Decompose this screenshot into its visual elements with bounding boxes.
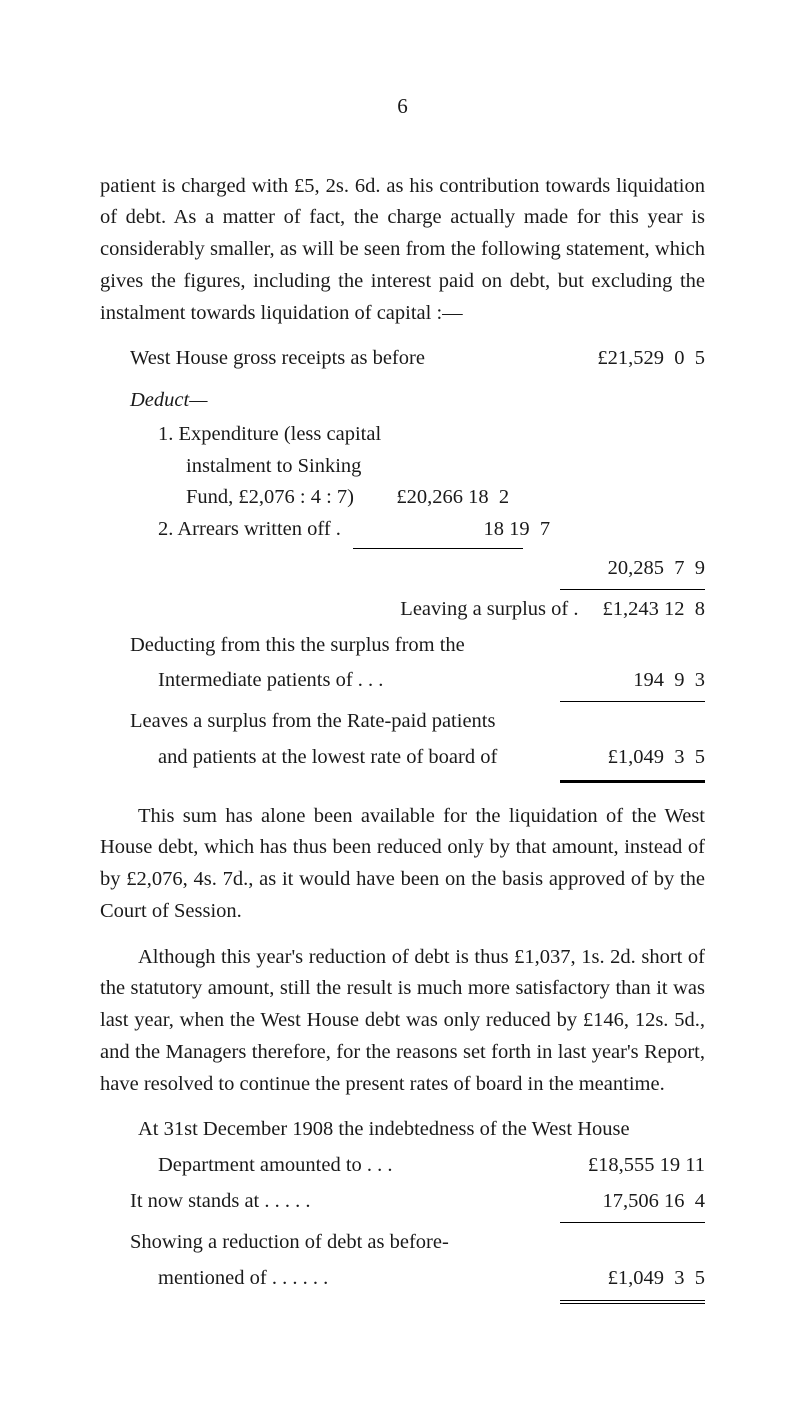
- rule-final-thick: [560, 780, 705, 783]
- deduct-item-1-line-c-label: Fund, £2,076 : 4 : 7): [186, 486, 354, 508]
- rule-after-stands: [560, 1222, 705, 1223]
- paragraph-3: Although this year's reduction of debt i…: [100, 942, 705, 1101]
- deduct-heading: Deduct—: [100, 385, 705, 417]
- deduct-item-2-label: 2. Arrears written off .: [158, 518, 341, 540]
- deduct-item-1-line-a: 1. Expenditure (less capital: [128, 419, 705, 451]
- deduct-intermediate-line-b: Intermediate patients of . . .: [100, 665, 633, 697]
- department-amount: £18,555 19 11: [588, 1150, 705, 1182]
- deduct-item-1-amount: £20,266 18 2: [359, 482, 509, 514]
- leaves-amount: £1,049 3 5: [608, 742, 705, 774]
- deduct-intermediate-amount: 194 9 3: [633, 665, 705, 697]
- rule-final-double: [560, 1300, 705, 1304]
- stands-amount: 17,506 16 4: [603, 1186, 706, 1218]
- surplus-amount: £1,243 12 8: [603, 594, 706, 626]
- deduct-item-2-amount: 18 19 7: [346, 514, 550, 546]
- surplus-label: Leaving a surplus of .: [100, 594, 603, 626]
- paragraph-4-lead: At 31st December 1908 the indebtedness o…: [100, 1114, 705, 1146]
- stands-label: It now stands at . . . . .: [100, 1186, 603, 1218]
- showing-amount: £1,049 3 5: [608, 1263, 705, 1295]
- gross-receipts-amount: £21,529 0 5: [597, 343, 705, 375]
- showing-line-b: mentioned of . . . . . .: [100, 1263, 608, 1295]
- paragraph-1: patient is charged with £5, 2s. 6d. as h…: [100, 171, 705, 330]
- department-label: Department amounted to . . .: [100, 1150, 588, 1182]
- rule-after-intermediate: [560, 701, 705, 702]
- paragraph-2: This sum has alone been available for th…: [100, 801, 705, 928]
- leaves-line-a: Leaves a surplus from the Rate-paid pati…: [100, 706, 705, 738]
- leaves-line-b: and patients at the lowest rate of board…: [100, 742, 608, 774]
- page-number: 6: [100, 90, 705, 123]
- showing-line-a: Showing a reduction of debt as before-: [100, 1227, 705, 1259]
- deduct-intermediate-line-a: Deducting from this the surplus from the: [100, 630, 705, 662]
- deduct-subtotal-amount: 20,285 7 9: [608, 553, 705, 585]
- rule-after-subtotal: [560, 589, 705, 590]
- rule-deduct-subtotal: [353, 548, 523, 549]
- gross-receipts-label: West House gross receipts as before: [100, 343, 597, 375]
- deduct-item-1-line-b: instalment to Sinking: [128, 451, 705, 483]
